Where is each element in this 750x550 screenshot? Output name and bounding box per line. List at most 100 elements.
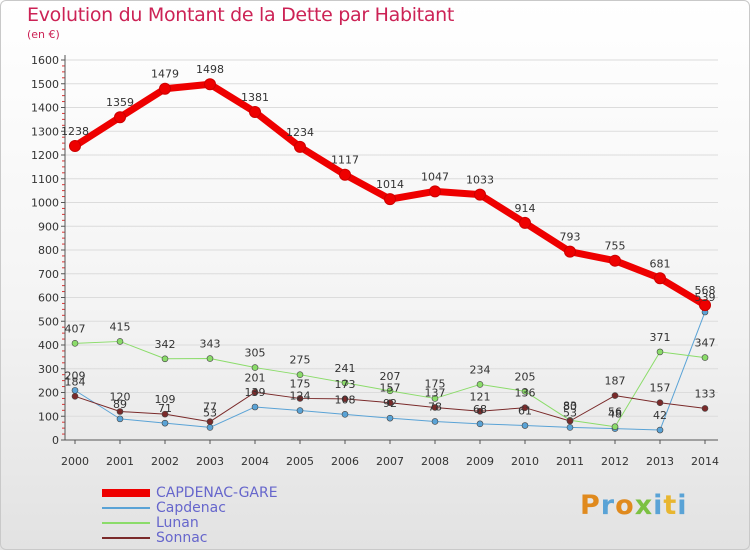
data-label: 89 xyxy=(113,398,127,411)
data-point xyxy=(386,414,394,422)
data-point xyxy=(161,410,169,418)
legend-swatch xyxy=(102,537,150,539)
data-point xyxy=(69,139,81,152)
data-label: 68 xyxy=(473,403,487,416)
x-tick-label: 2014 xyxy=(691,455,719,468)
data-label: 201 xyxy=(245,371,266,384)
legend-swatch xyxy=(102,522,150,524)
data-point xyxy=(656,348,664,356)
data-label: 157 xyxy=(380,382,401,395)
data-label: 1047 xyxy=(421,170,449,183)
data-point xyxy=(476,420,484,428)
data-point xyxy=(611,423,619,431)
y-tick-label: 800 xyxy=(38,244,59,257)
data-label: 137 xyxy=(425,386,446,399)
data-point xyxy=(701,405,709,412)
x-tick-label: 2001 xyxy=(106,455,134,468)
data-point xyxy=(296,395,304,402)
data-label: 234 xyxy=(470,363,491,376)
chart-title: Evolution du Montant de la Dette par Hab… xyxy=(27,4,455,26)
data-label: 80 xyxy=(563,400,577,413)
data-point xyxy=(206,418,214,426)
legend-item: Capdenac xyxy=(102,500,226,516)
data-label: 78 xyxy=(428,400,442,413)
data-point xyxy=(251,388,259,396)
y-tick-label: 200 xyxy=(38,387,59,400)
data-label: 755 xyxy=(605,240,626,253)
legend-swatch xyxy=(102,507,150,509)
y-tick-label: 1500 xyxy=(31,78,59,91)
data-point xyxy=(114,111,126,124)
data-point xyxy=(476,407,484,415)
data-point xyxy=(431,404,439,411)
data-point xyxy=(656,399,664,407)
x-tick-label: 2013 xyxy=(646,455,674,468)
data-point xyxy=(71,340,79,347)
data-label: 347 xyxy=(695,337,716,350)
y-tick-label: 1100 xyxy=(31,173,59,186)
data-label: 175 xyxy=(425,377,446,390)
data-label: 56 xyxy=(608,406,622,419)
data-point xyxy=(611,392,619,399)
y-tick-label: 900 xyxy=(38,220,59,233)
legend-item: Lunan xyxy=(102,515,199,531)
x-tick-label: 2008 xyxy=(421,455,449,468)
axes xyxy=(61,55,718,444)
y-tick-label: 700 xyxy=(38,268,59,281)
y-tick-label: 400 xyxy=(38,339,59,352)
data-point xyxy=(566,417,574,425)
data-labels: 1238 1359 1479 1498 1381 1234 1117 1014 1047 1033… xyxy=(61,63,716,422)
y-tick-label: 500 xyxy=(38,315,59,328)
data-point xyxy=(521,388,529,395)
x-tick-label: 2002 xyxy=(151,455,179,468)
data-point xyxy=(159,82,171,95)
data-label: 1117 xyxy=(331,154,359,167)
data-point xyxy=(431,418,439,425)
data-label: 305 xyxy=(245,347,266,360)
data-label: 205 xyxy=(515,370,536,383)
data-label: 343 xyxy=(200,338,221,351)
data-point xyxy=(609,254,621,267)
data-label: 175 xyxy=(290,377,311,390)
data-point xyxy=(521,404,529,412)
data-label: 184 xyxy=(65,375,86,388)
data-label: 207 xyxy=(380,370,401,383)
data-point xyxy=(116,408,124,415)
x-tick-label: 2006 xyxy=(331,455,359,468)
data-label: 187 xyxy=(605,375,626,388)
data-point xyxy=(294,140,306,153)
data-label: 568 xyxy=(695,284,716,297)
data-label: 1359 xyxy=(106,96,134,109)
data-point xyxy=(161,355,169,363)
data-point xyxy=(521,422,529,429)
data-label: 241 xyxy=(335,362,356,375)
legend-item: CAPDENAC-GARE xyxy=(102,485,278,501)
data-label: 914 xyxy=(515,202,536,215)
x-tick-label: 2005 xyxy=(286,455,314,468)
y-tick-label: 1400 xyxy=(31,102,59,115)
series-points xyxy=(69,78,711,434)
y-tick-label: 1300 xyxy=(31,125,59,138)
y-tick-label: 1200 xyxy=(31,149,59,162)
data-point xyxy=(386,387,394,395)
data-label: 109 xyxy=(155,393,176,406)
data-point xyxy=(71,392,79,400)
data-point xyxy=(431,395,439,402)
data-label: 1014 xyxy=(376,178,404,191)
x-tick-label: 2003 xyxy=(196,455,224,468)
data-label: 1234 xyxy=(286,126,314,139)
data-point xyxy=(251,364,259,371)
data-point xyxy=(566,424,574,431)
logo-letter: x xyxy=(634,490,654,521)
logo-letter: t xyxy=(663,490,678,521)
y-tick-label: 600 xyxy=(38,292,59,305)
data-label: 92 xyxy=(383,397,397,410)
data-point xyxy=(161,419,169,427)
unit-label: (en €) xyxy=(27,28,60,41)
x-tick-label: 2004 xyxy=(241,455,269,468)
data-point xyxy=(206,424,214,431)
legend-item: Sonnac xyxy=(102,530,207,546)
y-tick-labels: 0 100 200 300 400 500 600 700 800 900 1000 1100 1200… xyxy=(31,54,59,447)
data-point xyxy=(474,188,486,201)
